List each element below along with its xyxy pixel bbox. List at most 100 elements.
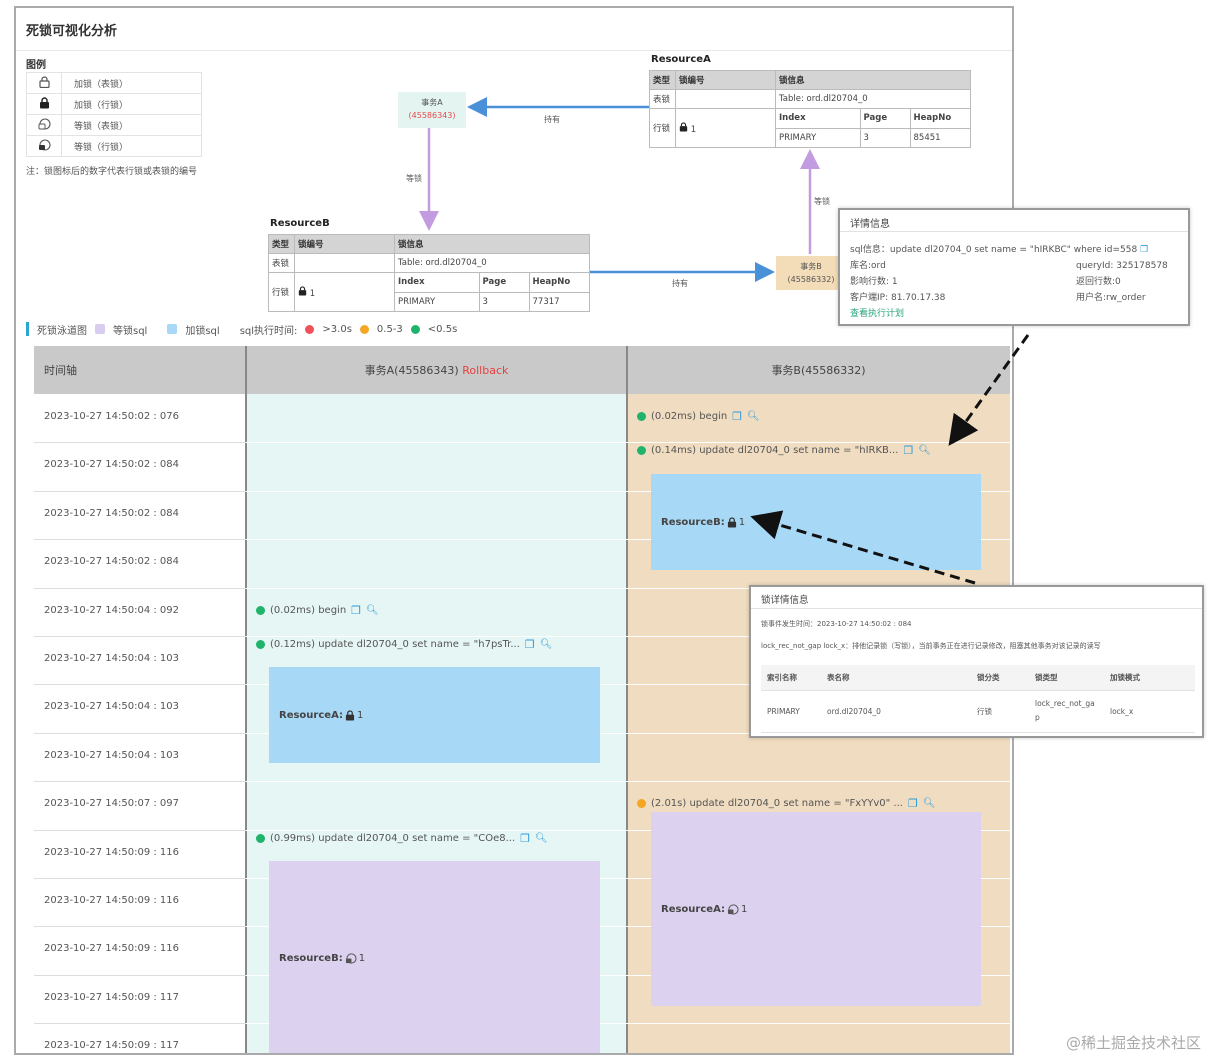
- sql-text: (2.01s) update dl20704_0 set name = "FxY…: [651, 798, 903, 810]
- copy-icon[interactable]: ❐: [908, 797, 918, 811]
- search-icon[interactable]: 🔍︎: [539, 639, 553, 650]
- copy-icon[interactable]: ❐: [1140, 245, 1149, 255]
- legend-label: 等锁（表锁）: [61, 114, 202, 136]
- wait-lock-icon: [38, 138, 51, 151]
- time-column: 时间轴: [34, 346, 246, 1053]
- time-range-medium: 0.5-3: [376, 323, 403, 335]
- lock-num: 1: [309, 288, 316, 299]
- row-divider: [34, 732, 246, 734]
- inner-header: Page: [859, 109, 911, 129]
- search-icon[interactable]: 🔍︎: [922, 798, 936, 810]
- search-icon[interactable]: 🔍︎: [366, 604, 379, 616]
- col-header: 类型: [649, 70, 676, 90]
- lock-sql-swatch: [167, 324, 178, 334]
- tx-id: (45586343): [408, 111, 456, 120]
- col-header: 锁编号: [294, 234, 395, 254]
- row-divider: [34, 974, 246, 976]
- inner-header: HeapNo: [909, 109, 970, 129]
- lock-num-cell: 1: [294, 272, 395, 312]
- search-icon[interactable]: 🔍︎: [918, 445, 932, 457]
- timestamp: 2023-10-27 14:50:07 : 097: [44, 798, 180, 810]
- row-divider: [34, 442, 1010, 444]
- lock-popup-title: 锁详情信息: [751, 587, 1202, 609]
- divider: [16, 50, 1012, 51]
- legend-row: 加锁（行锁）: [26, 93, 202, 115]
- copy-icon[interactable]: ❐: [732, 410, 743, 423]
- lock-num: [294, 253, 395, 273]
- legend-label: 加锁（表锁）: [61, 72, 202, 94]
- watermark: @稀土掘金技术社区: [1065, 1034, 1201, 1052]
- wait-block[interactable]: ResourceA: 1: [651, 812, 981, 1006]
- wait-block[interactable]: ResourceB: 1: [269, 861, 600, 1053]
- cell: 行锁: [971, 690, 1029, 733]
- row-divider: [34, 926, 246, 928]
- column-divider: [626, 346, 628, 1053]
- detail-query-id: queryId: 325178578: [1076, 261, 1168, 271]
- row-divider: [34, 490, 1010, 492]
- lock-block[interactable]: ResourceA: 1: [269, 667, 600, 763]
- time-header: 时间轴: [34, 346, 246, 394]
- red-dot: [305, 324, 315, 334]
- row-lock-detail: Index Page HeapNo PRIMARY 3 77317: [395, 273, 589, 311]
- unlock-icon: [38, 75, 50, 88]
- sql-event[interactable]: (0.02ms) begin ❐ 🔍︎: [637, 410, 760, 423]
- edge-label-wait: 等锁: [814, 197, 830, 206]
- col-header: 索引名称: [761, 665, 821, 691]
- timestamp: 2023-10-27 14:50:02 : 076: [44, 411, 180, 422]
- sql-event[interactable]: (2.01s) update dl20704_0 set name = "FxY…: [637, 797, 936, 810]
- legend-row: 加锁（表锁）: [26, 72, 202, 94]
- col-header: 锁编号: [675, 70, 776, 90]
- block-resource: ResourceB:: [661, 516, 725, 528]
- sql-text: sql信息：update dl20704_0 set name = "hIRKB…: [850, 245, 1138, 255]
- row-lock-detail: Index Page HeapNo PRIMARY 3 85451: [776, 109, 970, 147]
- transaction-b-header: 事务B(45586332): [627, 346, 1010, 394]
- sql-event[interactable]: (0.14ms) update dl20704_0 set name = "hI…: [637, 444, 931, 457]
- detail-sql: sql信息：update dl20704_0 set name = "hIRKB…: [850, 242, 1170, 258]
- block-num: 1: [357, 709, 364, 721]
- tx-id: (45586332): [787, 275, 835, 284]
- lock-detail-popup: 锁详情信息 锁事件发生时间：2023-10-27 14:50:02 : 084 …: [749, 585, 1204, 738]
- explain-plan-link[interactable]: 查看执行计划: [850, 309, 905, 319]
- row-divider: [34, 587, 246, 589]
- lock-block[interactable]: ResourceB: 1: [651, 474, 981, 570]
- search-icon[interactable]: 🔍︎: [535, 832, 548, 844]
- page-title: 死锁可视化分析: [26, 24, 118, 39]
- swimlane-title: 死锁泳道图: [37, 325, 87, 337]
- copy-icon[interactable]: ❐: [520, 831, 531, 845]
- timestamp: 2023-10-27 14:50:04 : 103: [44, 653, 180, 664]
- row-divider: [34, 539, 1010, 541]
- timestamp: 2023-10-27 14:50:02 : 084: [44, 556, 180, 568]
- search-icon[interactable]: 🔍︎: [747, 411, 760, 422]
- row-divider: [34, 829, 1010, 831]
- wait-unlock-icon: [38, 117, 51, 130]
- sql-text: (0.99ms) update dl20704_0 set name = "CO…: [270, 832, 516, 844]
- cell: lock_rec_not_gap: [1029, 690, 1104, 733]
- sql-text: (0.12ms) update dl20704_0 set name = "h7…: [270, 639, 520, 650]
- timestamp: 2023-10-27 14:50:04 : 092: [44, 604, 180, 616]
- sql-event[interactable]: (0.99ms) update dl20704_0 set name = "CO…: [256, 832, 548, 845]
- resource-a-table: 类型 锁编号 锁信息 表锁 Table: ord.dl20704_0 行锁 1 …: [649, 70, 971, 148]
- status-dot: [637, 799, 646, 809]
- row-divider: [34, 781, 246, 783]
- sql-event[interactable]: (0.02ms) begin ❐ 🔍︎: [256, 604, 379, 617]
- sql-event[interactable]: (0.12ms) update dl20704_0 set name = "h7…: [256, 638, 552, 651]
- copy-icon[interactable]: ❐: [903, 444, 914, 458]
- copy-icon[interactable]: ❐: [524, 638, 535, 651]
- detail-popup: 详情信息 sql信息：update dl20704_0 set name = "…: [838, 208, 1190, 326]
- col-header: 加锁模式: [1104, 665, 1195, 691]
- tx-name: 事务B: [800, 262, 822, 271]
- inner-value: 3: [859, 127, 911, 147]
- lock-type: 表锁: [649, 89, 676, 109]
- copy-icon[interactable]: ❐: [351, 603, 362, 617]
- lock-icon: [345, 709, 355, 720]
- swimlane-toolbar: 死锁泳道图 等锁sql 加锁sql sql执行时间: >3.0s 0.5-3 <…: [26, 319, 1012, 339]
- transaction-a-node[interactable]: 事务A (45586343): [398, 92, 466, 128]
- lock-icon: [679, 121, 688, 131]
- row-divider: [34, 878, 246, 879]
- block-num: 1: [358, 952, 366, 964]
- status-dot: [256, 640, 265, 649]
- time-label: sql执行时间:: [239, 325, 298, 337]
- inner-header: Index: [395, 273, 480, 293]
- row-divider: [34, 539, 246, 541]
- transaction-b-node[interactable]: 事务B (45586332): [776, 256, 846, 290]
